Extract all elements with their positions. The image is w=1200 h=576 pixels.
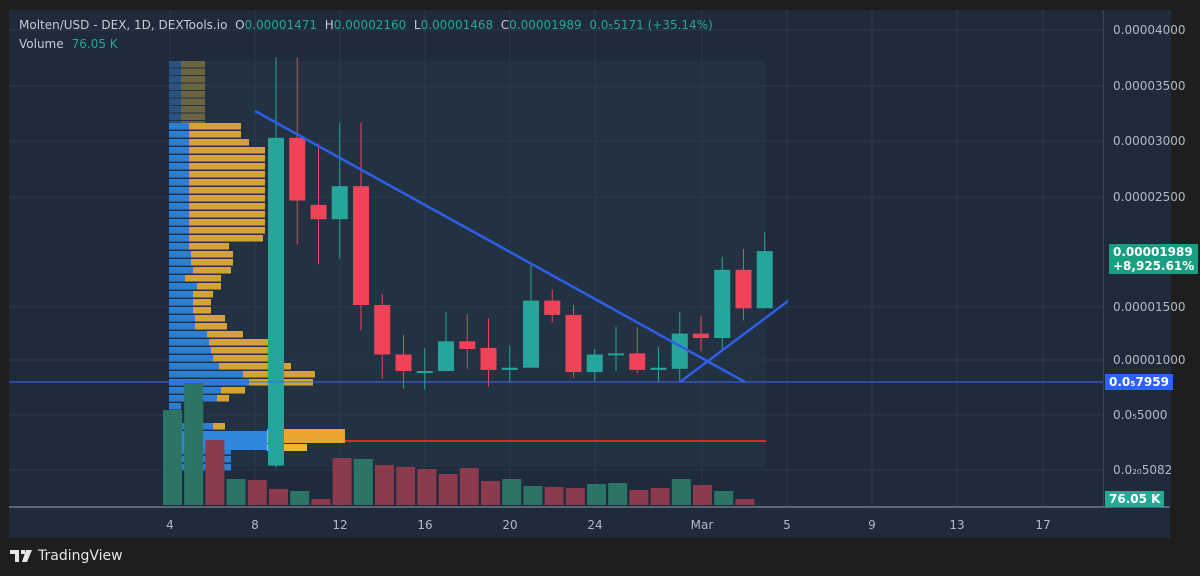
trendline [679, 300, 789, 383]
price-tick-label: 0.00004000 [1113, 23, 1186, 37]
open-value: 0.00001471 [244, 18, 318, 32]
time-tick-label: 9 [868, 518, 876, 532]
close-value: 0.00001989 [509, 18, 582, 32]
high-value: 0.00002160 [333, 18, 407, 32]
price-tick-label: 0.00001500 [1113, 300, 1186, 314]
chart-plot-area[interactable] [9, 10, 1103, 506]
price-tick-label: 0.0₂₀5082 [1113, 463, 1173, 477]
volume-profile-range [169, 61, 766, 467]
drawing-lines[interactable] [9, 109, 1103, 442]
time-tick-label: 24 [587, 518, 603, 532]
last-price-badge: 0.00001989 +8,925.61% [1109, 244, 1199, 274]
candlesticks [268, 57, 773, 468]
price-tick-label: 0.00003500 [1113, 79, 1186, 93]
time-tick-label: 20 [502, 518, 518, 532]
change-value: 0.0₅5171 (+35.14%) [589, 18, 713, 32]
ohlc-legend: Molten/USD - DEX, 1D, DEXTools.io O0.000… [19, 18, 713, 32]
time-tick-label: 17 [1035, 518, 1051, 532]
trendline [254, 109, 746, 384]
time-tick-label: 8 [251, 518, 259, 532]
volume-legend: Volume 76.05 K [19, 37, 118, 51]
volume-value: 76.05 K [71, 37, 118, 51]
time-tick-label: 4 [166, 518, 174, 532]
price-tick-label: 0.00001000 [1113, 353, 1186, 367]
symbol-title: Molten/USD - DEX, 1D, DEXTools.io [19, 18, 228, 32]
hline-price-badge: 0.0₅7959 [1105, 374, 1173, 390]
time-tick-label: 13 [949, 518, 965, 532]
time-tick-label: 5 [783, 518, 791, 532]
price-tick-label: 0.0₅5000 [1113, 408, 1168, 422]
low-value: 0.00001468 [420, 18, 494, 32]
price-tick-label: 0.00002500 [1113, 190, 1186, 204]
time-tick-label: 16 [417, 518, 433, 532]
tradingview-logo-icon [10, 550, 32, 562]
volume-bars [163, 383, 755, 505]
tradingview-logo[interactable]: TradingView [10, 548, 123, 564]
price-tick-label: 0.00003000 [1113, 134, 1186, 148]
time-tick-label: Mar [690, 518, 714, 532]
volume-badge: 76.05 K [1105, 491, 1165, 507]
time-axis[interactable] [9, 506, 1170, 538]
time-tick-label: 12 [332, 518, 348, 532]
